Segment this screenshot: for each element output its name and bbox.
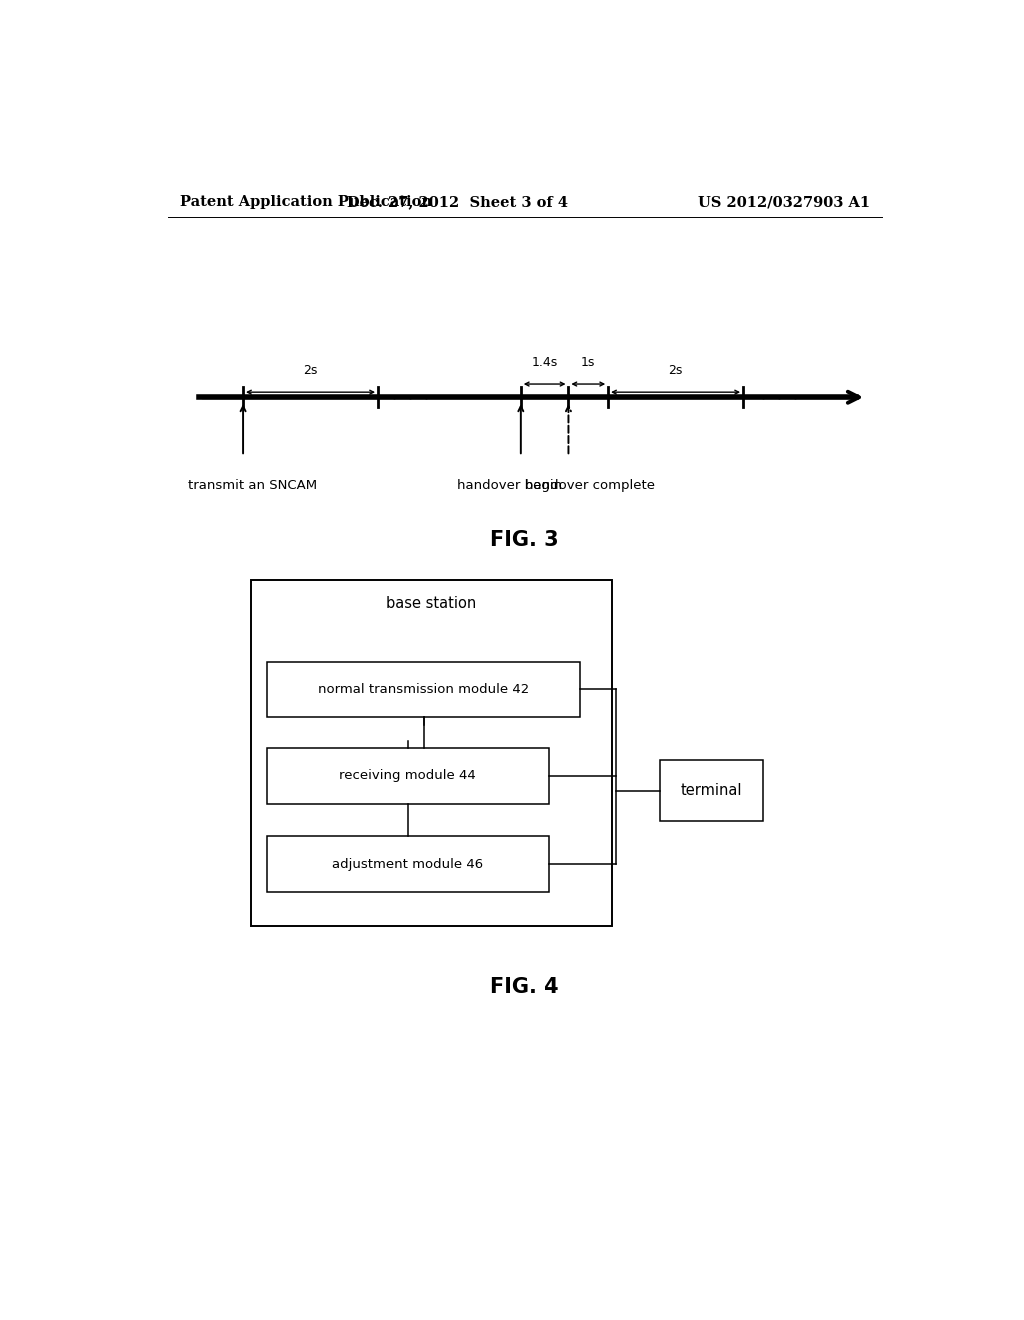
Text: 1s: 1s	[581, 356, 596, 368]
Text: FIG. 3: FIG. 3	[490, 529, 559, 549]
Text: normal transmission module 42: normal transmission module 42	[318, 682, 529, 696]
Text: handover complete: handover complete	[524, 479, 654, 491]
Bar	[659, 760, 763, 821]
Text: terminal: terminal	[681, 783, 742, 799]
Text: adjustment module 46: adjustment module 46	[332, 858, 483, 871]
Text: 1.4s: 1.4s	[531, 356, 558, 368]
Text: US 2012/0327903 A1: US 2012/0327903 A1	[698, 195, 870, 209]
Bar	[267, 748, 549, 804]
Text: Patent Application Publication: Patent Application Publication	[179, 195, 431, 209]
Bar	[267, 837, 549, 892]
Text: transmit an SNCAM: transmit an SNCAM	[187, 479, 316, 491]
Text: FIG. 4: FIG. 4	[490, 977, 559, 997]
Text: handover begin: handover begin	[458, 479, 562, 491]
Bar	[267, 661, 581, 718]
Text: receiving module 44: receiving module 44	[339, 770, 476, 783]
Text: 2s: 2s	[303, 364, 317, 378]
Text: 2s: 2s	[669, 364, 683, 378]
Text: base station: base station	[386, 597, 477, 611]
Bar	[251, 581, 612, 925]
Text: Dec. 27, 2012  Sheet 3 of 4: Dec. 27, 2012 Sheet 3 of 4	[347, 195, 568, 209]
